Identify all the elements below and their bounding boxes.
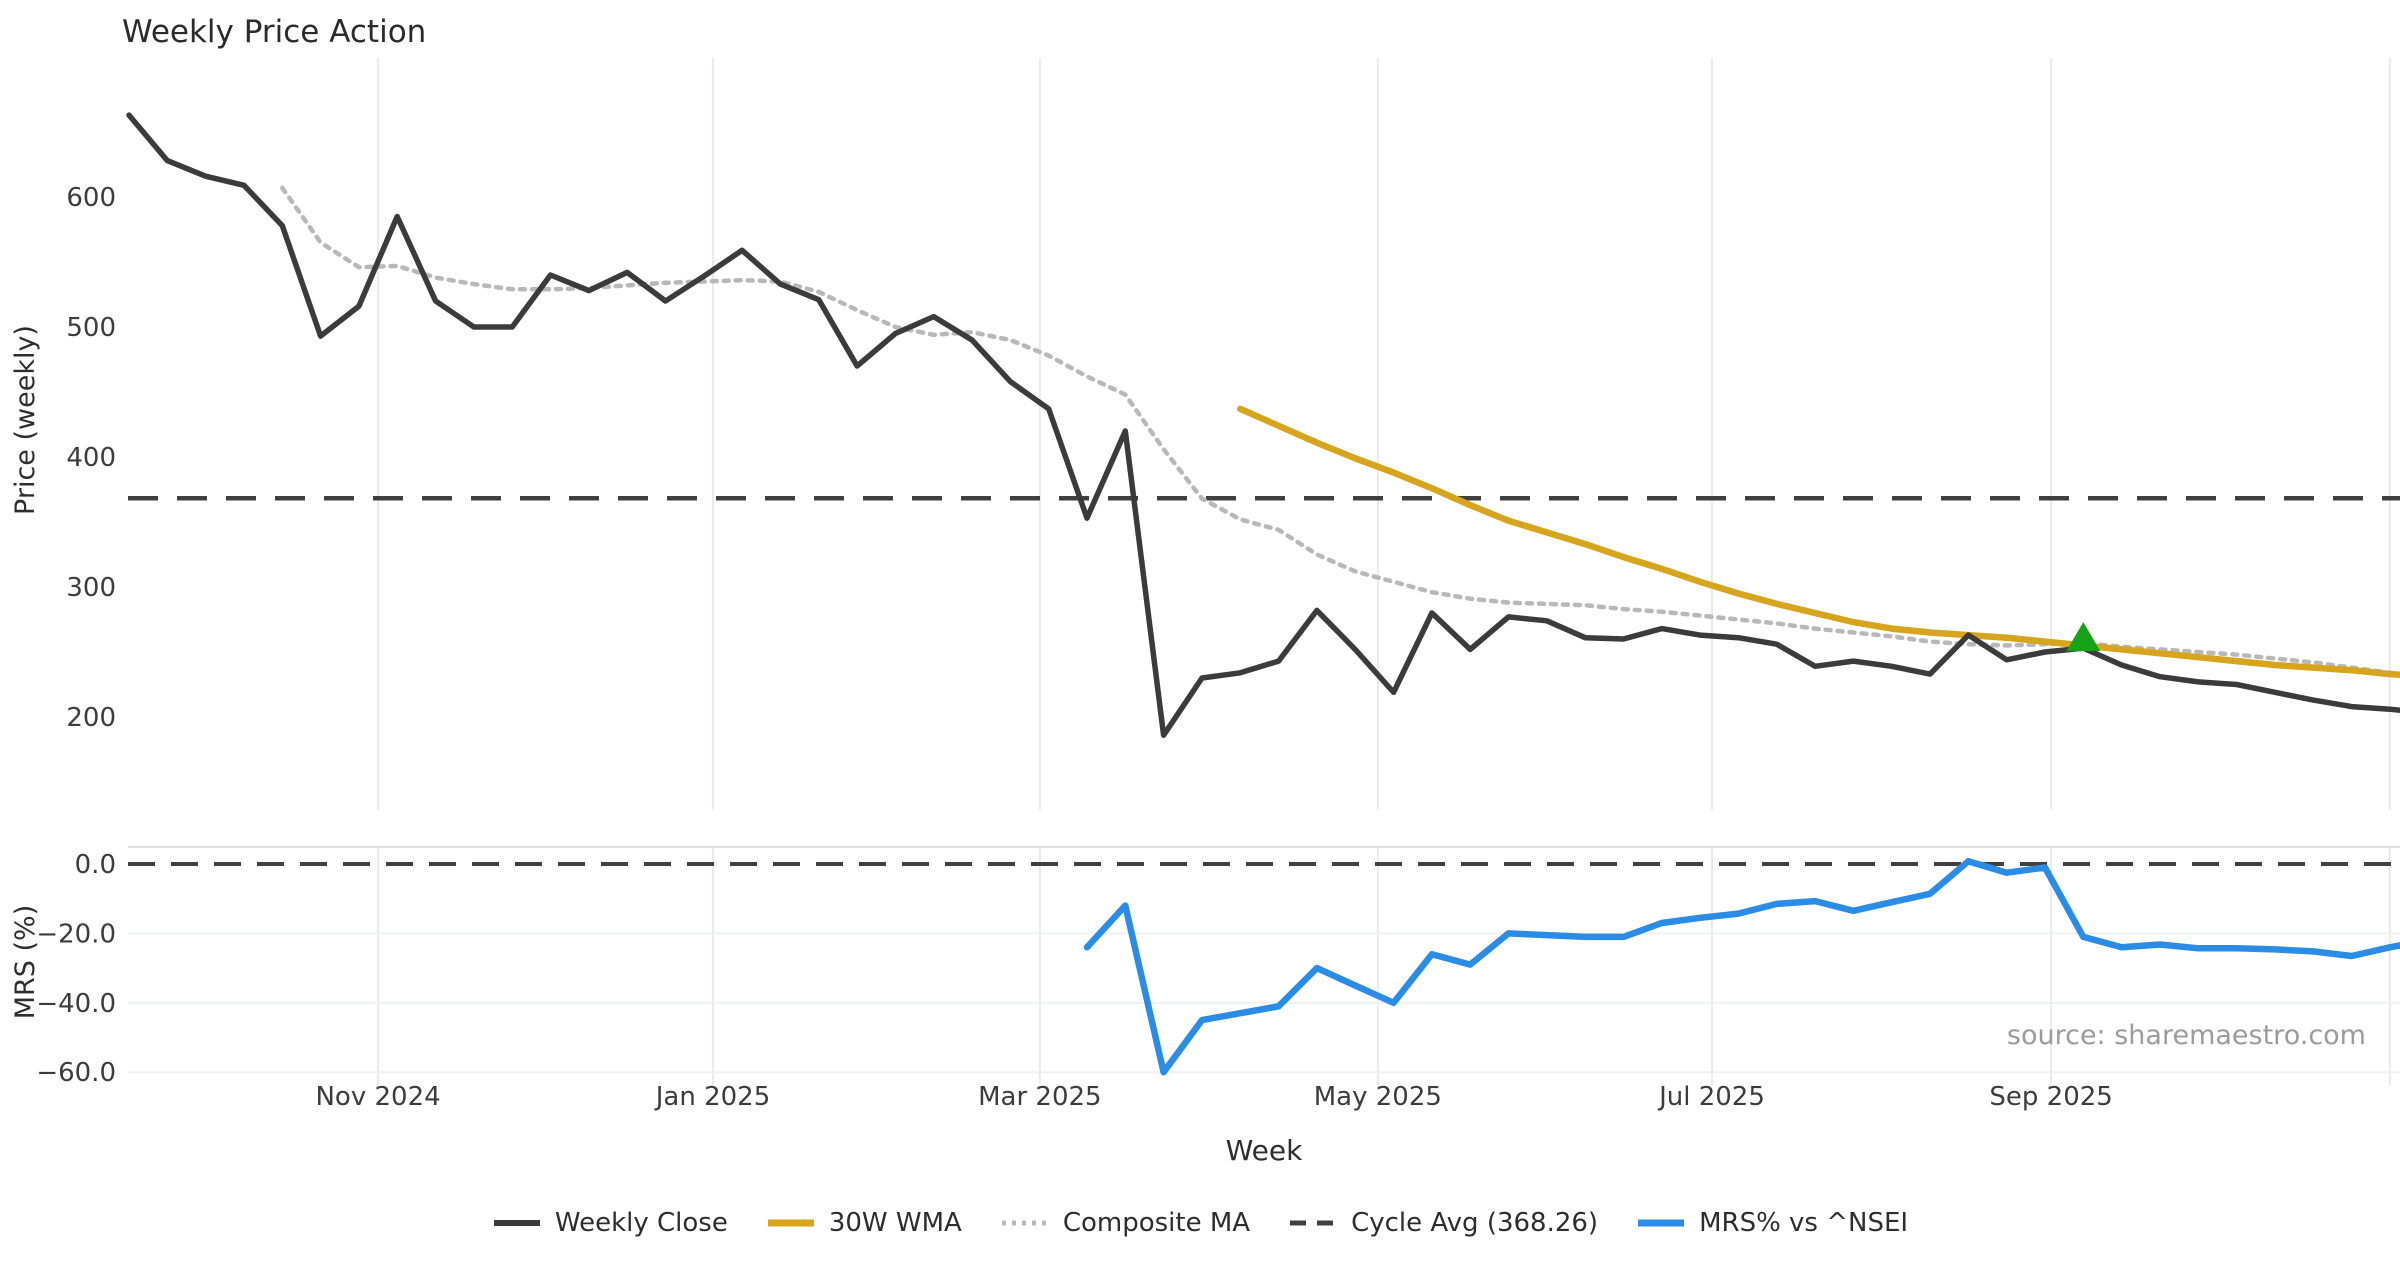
- legend-item-mrs-vs-nsei: MRS% vs ^NSEI: [1636, 1208, 1908, 1238]
- price-y-tick-label: 400: [66, 443, 116, 473]
- x-tick-label: Mar 2025: [978, 1082, 1102, 1112]
- legend-swatch: [1638, 1219, 1685, 1227]
- price-y-tick-label: 500: [66, 313, 116, 343]
- mrs-y-axis-title: MRS (%): [10, 905, 41, 1020]
- price-y-tick-label: 200: [66, 703, 116, 733]
- mrs-line: [1083, 857, 2400, 1076]
- legend-swatch: [1290, 1220, 1337, 1226]
- legend-label: Composite MA: [1062, 1208, 1251, 1238]
- price-y-axis-title: Price (weekly): [10, 325, 41, 515]
- wma-30w-line: [1237, 405, 2400, 679]
- x-tick-label: Jan 2025: [654, 1082, 771, 1112]
- chart-title: Weekly Price Action: [122, 14, 427, 50]
- legend-item-composite-ma: Composite MA: [1000, 1208, 1250, 1238]
- x-tick-label: Nov 2024: [315, 1082, 440, 1112]
- weekly-close-line: [126, 112, 2400, 738]
- legend-label: MRS% vs ^NSEI: [1699, 1208, 1909, 1238]
- source-attribution: source: sharemaestro.com: [2006, 1020, 2366, 1051]
- mrs-y-tick-label: −40.0: [36, 989, 116, 1019]
- mrs-y-tick-label: 0.0: [75, 850, 116, 880]
- legend-swatch: [767, 1219, 814, 1227]
- legend-swatch: [1001, 1220, 1048, 1226]
- price-y-tick-label: 300: [66, 573, 116, 603]
- legend-label: Cycle Avg (368.26): [1351, 1208, 1599, 1238]
- legend-item-30w-wma: 30W WMA: [766, 1208, 962, 1238]
- signal-triangle-marker: [2066, 622, 2101, 652]
- legend-swatch: [493, 1220, 540, 1226]
- x-tick-label: Sep 2025: [1989, 1082, 2112, 1112]
- legend-label: 30W WMA: [828, 1208, 962, 1238]
- price-y-tick-label: 600: [66, 183, 116, 213]
- legend-item-weekly-close: Weekly Close: [492, 1208, 728, 1238]
- x-axis-title: Week: [1226, 1134, 1303, 1167]
- legend: Weekly Close 30W WMA Composite MA Cycle Avg…: [0, 1208, 2400, 1238]
- mrs-y-tick-label: −20.0: [36, 919, 116, 949]
- legend-label: Weekly Close: [554, 1208, 728, 1238]
- composite-ma-line: [280, 185, 2400, 677]
- mrs-y-tick-label: −60.0: [36, 1058, 116, 1088]
- x-tick-label: May 2025: [1314, 1082, 1442, 1112]
- legend-item-cycle-avg-368-26-: Cycle Avg (368.26): [1288, 1208, 1598, 1238]
- x-tick-label: Jul 2025: [1657, 1082, 1765, 1112]
